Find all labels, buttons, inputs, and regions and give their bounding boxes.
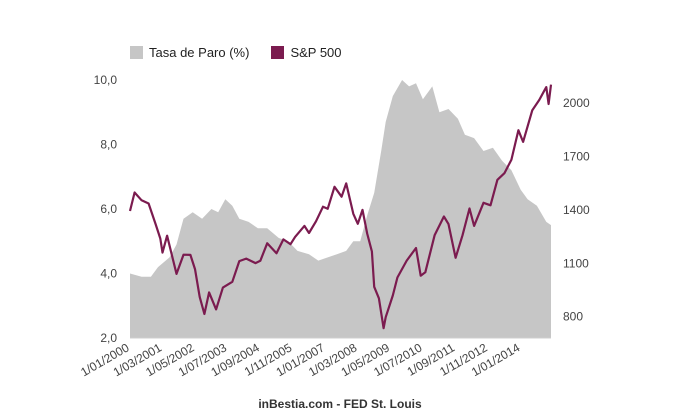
y-right-tick-label: 1100	[563, 256, 589, 270]
sp500-line	[128, 84, 553, 330]
y-left-tick-label: 8,0	[100, 138, 117, 152]
legend-swatch-unemployment	[130, 45, 143, 59]
legend: Tasa de Paro (%) S&P 500	[130, 42, 364, 62]
y-right-tick-label: 1700	[563, 150, 590, 164]
y-left-tick-label: 10,0	[94, 73, 118, 87]
y-left-tick-label: 6,0	[100, 202, 117, 216]
y-right-tick-label: 800	[563, 310, 583, 324]
legend-item-sp500: S&P 500	[271, 44, 342, 60]
y-left-tick-label: 4,0	[100, 267, 117, 281]
legend-label-unemployment: Tasa de Paro (%)	[149, 44, 250, 60]
source-caption: inBestia.com - FED St. Louis	[258, 397, 422, 411]
legend-item-unemployment: Tasa de Paro (%)	[130, 45, 249, 60]
unemployment-area	[130, 80, 551, 338]
y-left-tick-label: 2,0	[100, 331, 117, 345]
legend-label-sp500: S&P 500	[290, 44, 342, 60]
y-right-tick-label: 2000	[563, 96, 590, 110]
legend-swatch-sp500	[271, 45, 285, 59]
y-right-tick-label: 1400	[563, 203, 590, 217]
